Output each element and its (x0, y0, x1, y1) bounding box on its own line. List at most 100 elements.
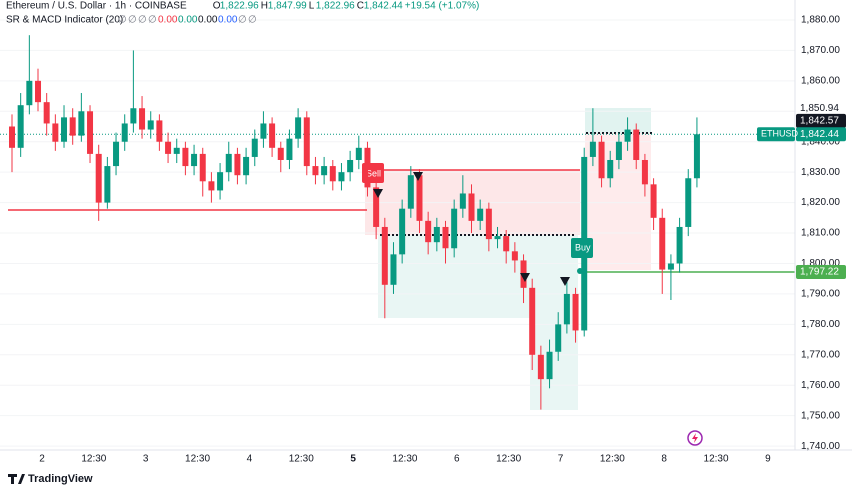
x-tick-label: 12:30 (600, 454, 625, 465)
candle-body (373, 187, 380, 227)
ohlc-change: +19.54 (+1.07%) (405, 1, 480, 12)
indicator-value: 0.00 (158, 15, 178, 26)
candle-body (650, 184, 657, 218)
candle-body (425, 220, 432, 243)
alert-icon[interactable] (687, 430, 703, 446)
indicator-value: ∅ (248, 15, 257, 26)
candle-body (477, 208, 484, 221)
y-tick-label: 1,760.00 (801, 380, 840, 391)
candle-body (52, 123, 59, 142)
candle-body (69, 117, 76, 136)
indicator-value: ∅ (118, 15, 127, 26)
candle-body (572, 293, 579, 331)
candle-body (130, 108, 137, 124)
ohlc-key: O (213, 1, 221, 12)
indicator-value: ∅ (128, 15, 137, 26)
ohlc-key: H (261, 1, 268, 12)
price-tag-box (796, 113, 846, 128)
y-tick-label: 1,810.00 (801, 228, 840, 239)
ohlc-value: 1,822.96 (316, 1, 355, 12)
y-tick-label: 1,830.00 (801, 167, 840, 178)
candle-body (633, 129, 640, 160)
candle-body (156, 120, 163, 142)
y-tick-label: 1,740.00 (801, 441, 840, 452)
indicator-value: ∅ (238, 15, 247, 26)
candle-body (503, 236, 510, 252)
candle-body (78, 111, 85, 136)
candle-body (407, 175, 414, 209)
candle-body (269, 123, 276, 148)
short-profit-zone (378, 235, 578, 318)
symbol-tag-box (757, 127, 795, 142)
candle-body (381, 226, 388, 285)
x-tick-label: 12:30 (496, 454, 521, 465)
y-tick-label: 1,780.00 (801, 319, 840, 330)
candle-body (9, 126, 15, 148)
candle-body (399, 208, 406, 255)
candle-body (685, 178, 692, 227)
candle-body (277, 147, 284, 160)
y-tick-label: 1,880.00 (801, 15, 840, 26)
candle-body (225, 153, 232, 173)
x-tick-label: 5 (350, 454, 356, 465)
sell-label: Sell (366, 168, 381, 178)
buy-label: Buy (575, 242, 591, 252)
candle-body (555, 324, 562, 352)
x-tick-label: 12:30 (392, 454, 417, 465)
candle-body (121, 123, 128, 142)
candle-body (589, 141, 596, 157)
indicator-value: ∅ (148, 15, 157, 26)
candle-body (485, 208, 492, 240)
candle-body (347, 159, 354, 173)
candle-body (95, 153, 102, 203)
candle-body (147, 120, 154, 130)
candle-body (451, 208, 458, 249)
candle-body (442, 226, 449, 249)
y-tick-label: 1,770.00 (801, 349, 840, 360)
price-tag-box (796, 101, 846, 116)
buy-label-box (571, 238, 593, 258)
y-tick-label: 1,840.00 (801, 136, 840, 147)
sell-label-box (362, 163, 384, 183)
ohlc-key: C (357, 1, 364, 12)
candle-body (338, 172, 345, 182)
candle-body (43, 102, 50, 124)
candle-body (234, 153, 241, 176)
candle-body (87, 111, 94, 154)
candle-body (468, 193, 475, 221)
price-tag-box (796, 127, 846, 142)
x-tick-label: 12:30 (185, 454, 210, 465)
y-tick-label: 1,870.00 (801, 45, 840, 56)
candle-body (329, 166, 336, 182)
ohlc-value: 1,847.99 (268, 1, 307, 12)
y-tick-label: 1,750.00 (801, 410, 840, 421)
candle-body (615, 141, 622, 160)
candle-body (26, 80, 33, 106)
candle-body (416, 175, 423, 221)
price-tag-label: 1,850.94 (800, 103, 839, 114)
price-tag-box (796, 264, 846, 279)
candle-body (208, 181, 215, 191)
candle-body (433, 226, 440, 243)
x-tick-label: 4 (247, 454, 253, 465)
buy-point (577, 268, 583, 274)
candle-body (61, 117, 68, 142)
candle-body (295, 117, 302, 139)
candle-body (390, 254, 397, 285)
ohlc-value: 1,842.44 (364, 1, 403, 12)
candle-body (312, 166, 319, 176)
ohlc-key: L (309, 1, 315, 12)
candle-body (676, 226, 683, 264)
x-tick-label: 12:30 (81, 454, 106, 465)
candle-body (321, 166, 328, 176)
indicator-value: 0.00 (218, 15, 238, 26)
x-tick-label: 8 (661, 454, 667, 465)
candle-body (607, 159, 614, 179)
alert-bolt (692, 433, 698, 443)
x-tick-label: 12:30 (289, 454, 314, 465)
indicator-name: SR & MACD Indicator (20) (6, 15, 123, 26)
brand-logo (8, 474, 25, 484)
candle-body (667, 263, 674, 270)
candle-body (260, 123, 267, 139)
